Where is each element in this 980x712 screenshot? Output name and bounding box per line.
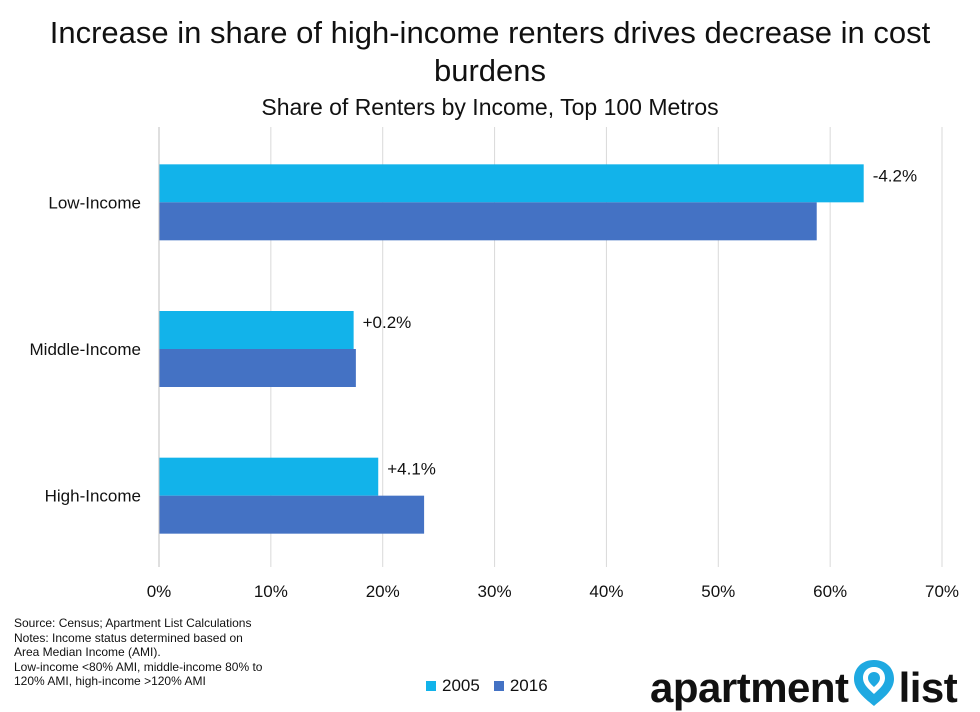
logo-text-apartment: apartment (650, 664, 849, 711)
notes-line-1: Notes: Income status determined based on (14, 630, 243, 645)
chart-legend: 2005 2016 (426, 676, 562, 696)
x-tick-label: 60% (813, 582, 847, 601)
logo-text-list: list (898, 664, 958, 711)
source-note: Source: Census; Apartment List Calculati… (14, 616, 252, 630)
legend-label-2005: 2005 (442, 676, 480, 695)
apartment-list-logo: apartment list (650, 658, 958, 712)
legend-swatch-2005 (426, 681, 436, 691)
x-tick-label: 70% (925, 582, 959, 601)
change-annotation: -4.2% (873, 166, 917, 185)
legend-item-2005: 2005 (426, 676, 480, 696)
notes-line-3: Low-income <80% AMI, middle-income 80% t… (14, 659, 263, 674)
category-label: Middle-Income (30, 340, 142, 359)
category-label: Low-Income (48, 193, 141, 212)
bar (159, 495, 425, 534)
notes-line-4: 120% AMI, high-income >120% AMI (14, 674, 206, 688)
x-tick-label: 0% (147, 582, 172, 601)
bar (159, 164, 864, 203)
x-tick-label: 10% (254, 582, 288, 601)
bar (159, 349, 356, 387)
notes-line-2: Area Median Income (AMI). (14, 645, 161, 659)
x-tick-label: 50% (701, 582, 735, 601)
chart-title: Increase in share of high-income renters… (49, 15, 931, 88)
bar (159, 311, 354, 349)
x-tick-label: 20% (366, 582, 400, 601)
legend-item-2016: 2016 (493, 676, 548, 696)
change-annotation: +4.1% (387, 460, 436, 479)
x-tick-label: 30% (478, 582, 512, 601)
change-annotation: +0.2% (363, 313, 412, 332)
legend-swatch-2016 (493, 681, 504, 691)
chart-notes: Source: Census; Apartment List Calculati… (14, 616, 334, 689)
bar (159, 202, 817, 241)
chart-subtitle: Share of Renters by Income, Top 100 Metr… (261, 94, 719, 120)
map-pin-icon (853, 660, 894, 706)
category-label: High-Income (45, 487, 141, 506)
bar (159, 457, 379, 496)
x-tick-label: 40% (589, 582, 623, 601)
legend-label-2016: 2016 (509, 676, 548, 695)
